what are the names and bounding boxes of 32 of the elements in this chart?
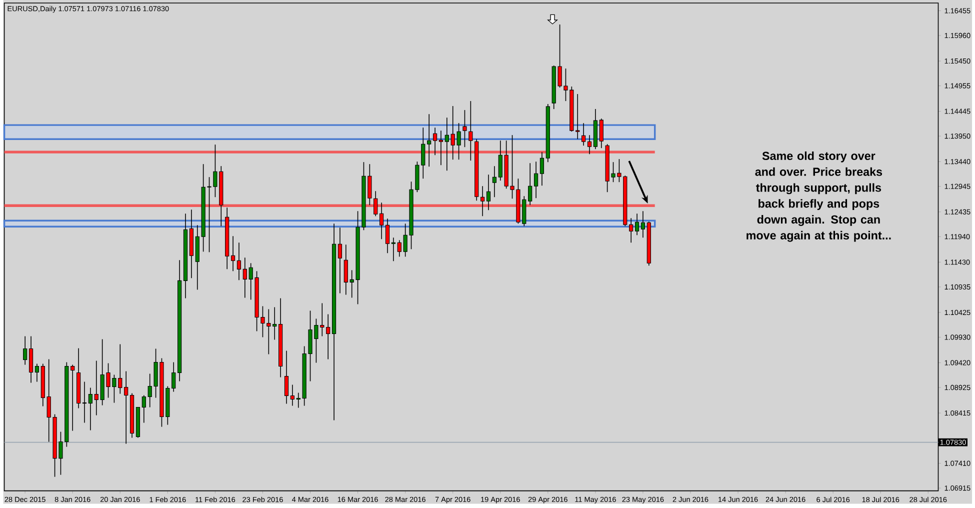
candlestick bbox=[380, 202, 384, 240]
candlestick bbox=[492, 166, 496, 198]
candlestick bbox=[480, 186, 485, 217]
candlestick bbox=[23, 336, 28, 366]
candlestick bbox=[391, 237, 396, 262]
candlestick bbox=[438, 130, 444, 166]
candlestick bbox=[88, 387, 92, 431]
candlestick bbox=[582, 122, 586, 146]
candlestick bbox=[284, 350, 289, 404]
candlestick bbox=[82, 381, 87, 424]
candlestick bbox=[326, 314, 330, 360]
candlestick bbox=[462, 110, 467, 148]
candlestick bbox=[236, 242, 242, 281]
candlestick bbox=[587, 134, 592, 155]
candlestick bbox=[34, 363, 40, 382]
candlestick bbox=[528, 162, 532, 206]
candlestick bbox=[28, 336, 34, 384]
candlestick bbox=[534, 161, 538, 199]
candlestick bbox=[374, 190, 378, 217]
candlestick bbox=[230, 236, 236, 272]
candlestick bbox=[432, 127, 438, 156]
annotation: Same old story over and over. Price breaks through support, pulls back briefly and pops down again. Stop can move again at this point... bbox=[746, 152, 891, 242]
candlestick bbox=[290, 384, 294, 406]
candlestick bbox=[338, 227, 342, 294]
candlestick bbox=[427, 114, 432, 168]
candlestick bbox=[640, 210, 646, 238]
candlestick bbox=[468, 100, 473, 162]
candlestick bbox=[634, 213, 640, 236]
candlestick bbox=[486, 174, 491, 211]
candlestick bbox=[540, 152, 544, 186]
candlestick bbox=[599, 118, 604, 149]
candlestick bbox=[385, 218, 390, 254]
